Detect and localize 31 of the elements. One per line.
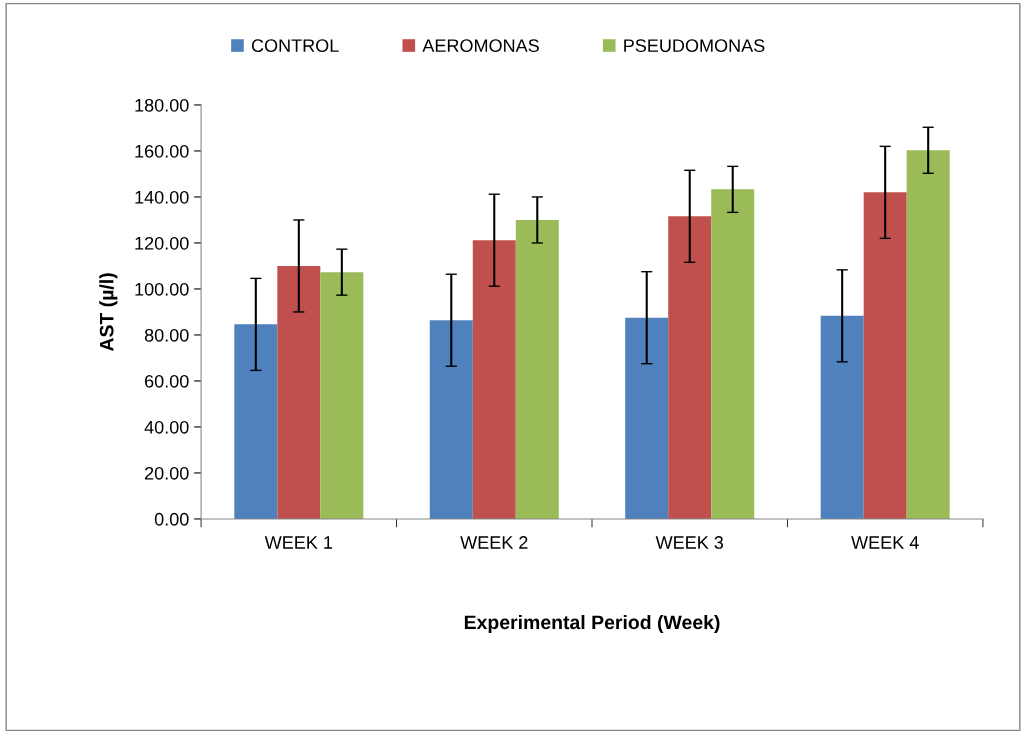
bar (906, 150, 950, 519)
legend-label: AEROMONAS (422, 39, 539, 53)
y-tick-label: 120.00 (135, 236, 189, 250)
y-axis-title: AST (µ/l) (99, 273, 118, 352)
bar (515, 219, 559, 519)
bar (320, 272, 364, 519)
y-tick-label: 40.00 (144, 420, 189, 434)
bar (668, 216, 712, 519)
y-tick-label: 80.00 (144, 328, 189, 342)
bar (277, 265, 321, 519)
y-tick-label: 60.00 (145, 374, 189, 388)
x-tick-label: WEEK 1 (264, 536, 333, 549)
bar (429, 320, 473, 519)
bar (234, 324, 278, 519)
legend-label: PSEUDOMONAS (624, 39, 765, 53)
bar (711, 189, 755, 519)
y-tick-label: 160.00 (135, 144, 189, 158)
y-tick-label: 140.00 (135, 190, 189, 204)
bar (472, 240, 516, 519)
bar (625, 317, 669, 519)
y-tick-label: 100.00 (135, 282, 189, 296)
bar (820, 315, 864, 519)
y-tick-label: 20.00 (145, 466, 189, 480)
y-tick-label: 0.00 (154, 512, 189, 526)
x-tick-label: WEEK 2 (460, 536, 528, 549)
x-axis-title: Experimental Period (Week) (464, 614, 720, 634)
legend-label: CONTROL (251, 39, 339, 53)
y-tick-label: 180.00 (135, 98, 189, 112)
bar (863, 192, 907, 519)
x-tick-label: WEEK 4 (851, 536, 919, 549)
x-tick-label: WEEK 3 (655, 536, 724, 549)
